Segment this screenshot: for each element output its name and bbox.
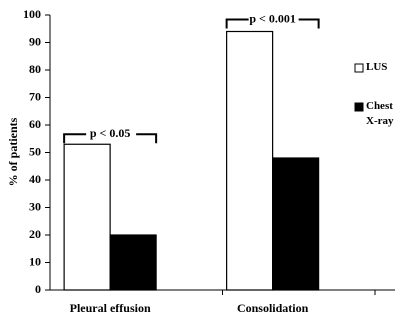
- y-tick-label: 50: [29, 144, 41, 158]
- y-tick-label: 100: [23, 7, 41, 21]
- bar: [226, 30, 274, 291]
- y-tick-label: 10: [29, 254, 41, 268]
- bar: [272, 157, 320, 291]
- y-tick-label: 60: [29, 117, 41, 131]
- x-tick-label: Consolidation: [237, 301, 309, 315]
- y-tick-label: 40: [29, 172, 41, 186]
- y-tick-label: 80: [29, 62, 41, 76]
- y-tick-label: 0: [35, 282, 41, 296]
- legend-label: LUS: [366, 61, 388, 73]
- annotation: p < 0.001: [249, 11, 296, 25]
- bracket: [63, 133, 158, 144]
- legend-swatch: [354, 102, 364, 112]
- y-tick-label: 30: [29, 199, 41, 213]
- bar: [109, 234, 157, 291]
- legend-label: Chest X-ray: [366, 100, 394, 127]
- x-tick-label: Pleural effusion: [70, 301, 151, 315]
- y-tick-label: 90: [29, 34, 41, 48]
- y-tick-label: 20: [29, 227, 41, 241]
- y-axis-label: % of patients: [6, 117, 20, 186]
- bracket: [225, 18, 320, 29]
- annotation: p < 0.05: [90, 126, 131, 140]
- y-tick-label: 70: [29, 89, 41, 103]
- legend-swatch: [354, 63, 364, 73]
- bar: [63, 143, 111, 291]
